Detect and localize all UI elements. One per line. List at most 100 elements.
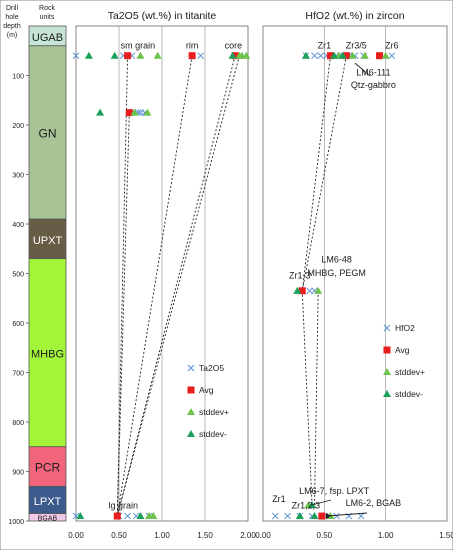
annotation-label: Zr3/5: [346, 40, 367, 50]
unit-label-gn: GN: [39, 126, 57, 140]
legend-marker: [187, 364, 195, 372]
stddev--point: [314, 286, 323, 294]
annotation-label: Zr1: [318, 40, 332, 50]
x-tick-label: 0.50: [317, 531, 333, 540]
depth-tick-label: 700: [12, 371, 24, 378]
hfo2-point: [333, 512, 340, 520]
annotation-pointer: [354, 62, 371, 77]
stddev--point: [301, 51, 310, 59]
stddev--point: [295, 512, 304, 520]
depth-tick-label: 500: [12, 272, 24, 279]
rock-units-header: Rock units: [39, 5, 55, 21]
stddev--point: [136, 51, 145, 59]
unit-label-upxt: UPXT: [33, 235, 63, 247]
avg-point: [342, 52, 350, 60]
avg-point: [231, 52, 239, 60]
ta2o5-point: [124, 512, 131, 520]
depth-tick-label: 100: [12, 74, 24, 81]
annotation-pointer: [311, 499, 332, 506]
stddev--point: [242, 51, 251, 59]
annotation-label: Zr1,2,3: [292, 501, 321, 511]
annotation-label: LM6-2, BGAB: [346, 498, 402, 508]
zircon-panel: 0.00 0.50 1.00 1.50 HfO2 (wt.%) in zircon Zr1…: [255, 10, 453, 540]
depth-tick-label: 200: [12, 123, 24, 130]
annotation-label: sm grain: [121, 40, 156, 50]
stddev--point: [153, 51, 162, 59]
legend-marker: [383, 368, 391, 375]
avg-point: [318, 512, 326, 520]
annotation-label: Zr1: [272, 494, 286, 504]
ta2o5-point: [72, 52, 80, 60]
units-header-line: Rock: [39, 5, 55, 12]
unit-band-upxt: [28, 218, 67, 260]
legend-label: Ta2O5: [199, 363, 224, 373]
depth-header-line: (m): [7, 32, 18, 39]
avg-point: [326, 52, 334, 60]
hfo2-point: [388, 52, 396, 60]
x-tick-label: 1.00: [154, 531, 170, 540]
avg-point: [188, 52, 196, 60]
avg-point: [124, 52, 132, 60]
unit-label-bgab: BGAB: [38, 515, 58, 522]
stddev--point: [136, 512, 145, 520]
unit-label-lpxt: LPXT: [34, 496, 62, 508]
hfo2-point: [271, 512, 279, 520]
depth-tick-label: 800: [12, 420, 24, 427]
stddev--point: [143, 108, 152, 116]
x-tick-label: 0.00: [68, 531, 84, 540]
annotation-label: core: [225, 40, 243, 50]
ta2o5-point: [197, 52, 205, 60]
stddev--point: [348, 51, 357, 59]
unit-label-pcr: PCR: [35, 461, 61, 475]
hfo2-point: [306, 287, 313, 295]
annotation-label: rim: [186, 40, 199, 50]
stddev--point: [96, 108, 105, 116]
panel-title: Ta2O5 (wt.%) in titanite: [108, 10, 217, 22]
stddev--point: [310, 512, 319, 520]
connector-line: [116, 112, 130, 517]
stddev--point: [130, 108, 139, 116]
unit-band-pcr: [28, 446, 67, 487]
avg-point: [113, 512, 121, 520]
avg-point: [376, 52, 384, 60]
annotation-label: MHBG, PEGM: [307, 268, 366, 278]
stddev--point: [338, 51, 347, 59]
panel-frame: [262, 25, 448, 522]
unit-label-mhbg: MHBG: [31, 349, 64, 361]
connector-line: [116, 55, 129, 517]
stddev--point: [360, 51, 369, 59]
depth-tick-label: 300: [12, 173, 24, 180]
hfo2-point: [357, 512, 365, 520]
avg-point: [298, 287, 306, 295]
stddev--point: [84, 51, 93, 59]
legend-label: stddev+: [395, 367, 425, 377]
depth-tick-label: 600: [12, 321, 24, 328]
annotation-label: Zr6: [385, 40, 399, 50]
unit-band-bgab: [28, 513, 67, 522]
legend-label: Avg: [395, 345, 410, 355]
units-header-line: units: [40, 14, 55, 21]
avg-point: [125, 109, 133, 117]
legend-marker: [383, 346, 391, 354]
stddev--point: [228, 51, 237, 59]
x-tick-label: 1.50: [197, 531, 213, 540]
legend-marker: [187, 408, 195, 415]
annotation-label: LM6-111: [356, 68, 390, 78]
stddev--point: [149, 512, 158, 520]
legend-marker: [187, 386, 195, 394]
connector-line: [301, 55, 331, 291]
stddev--point: [110, 51, 119, 59]
annotation-label: LM6-48: [321, 255, 352, 265]
connector-line: [116, 55, 193, 517]
hfo2-point: [317, 52, 325, 60]
annotation-label: Zr1-3: [289, 270, 311, 280]
unit-band-mhbg: [28, 258, 67, 448]
x-tick-label: 1.00: [378, 531, 394, 540]
stddev--point: [76, 512, 85, 520]
stddev--point: [293, 286, 302, 294]
x-tick-label: 0.00: [255, 531, 271, 540]
annotation-pointer-head: [326, 513, 331, 519]
unit-label-ugab: UGAB: [32, 32, 63, 44]
legend-marker: [383, 324, 391, 332]
